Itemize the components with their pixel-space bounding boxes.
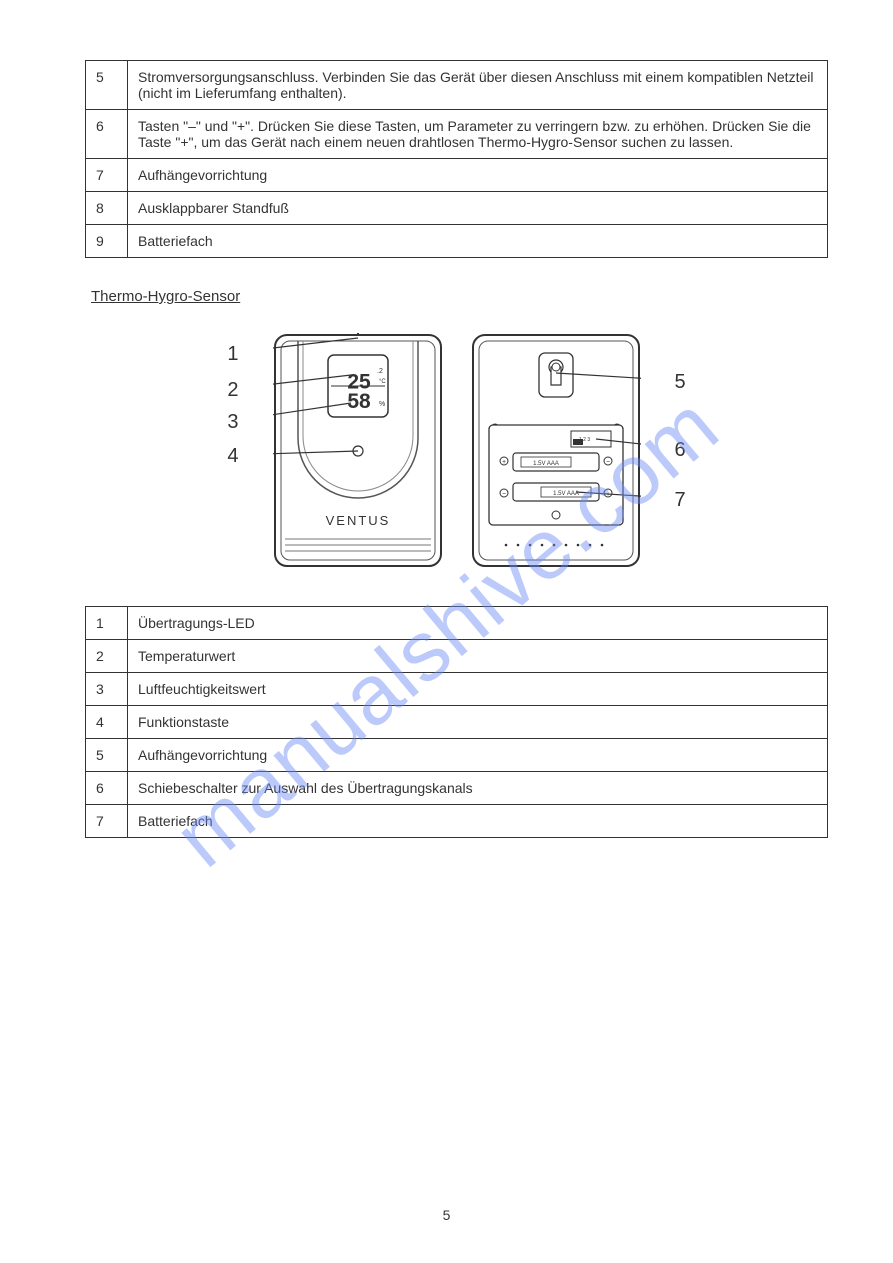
- cell-num: 4: [86, 706, 128, 739]
- table-row: 7 Batteriefach: [86, 805, 828, 838]
- callout-5: 5: [675, 371, 686, 394]
- brand-label: VENTUS: [325, 513, 390, 528]
- cell-desc: Temperaturwert: [128, 640, 828, 673]
- cell-desc: Schiebeschalter zur Auswahl des Übertrag…: [128, 772, 828, 805]
- table-row: 8 Ausklappbarer Standfuß: [86, 192, 828, 225]
- table-row: 1 Übertragungs-LED: [86, 607, 828, 640]
- cell-num: 7: [86, 159, 128, 192]
- sensor-diagram: 1 2 3 4 25 .2 °C 58 % VEN: [85, 323, 828, 578]
- upper-parts-table: 5 Stromversorgungsanschluss. Verbinden S…: [85, 60, 828, 258]
- cell-num: 7: [86, 805, 128, 838]
- cell-num: 5: [86, 739, 128, 772]
- table-row: 6 Tasten "–" und "+". Drücken Sie diese …: [86, 110, 828, 159]
- cell-desc: Luftfeuchtigkeitswert: [128, 673, 828, 706]
- cell-num: 6: [86, 772, 128, 805]
- svg-text:1.5V AAA: 1.5V AAA: [533, 461, 559, 467]
- callout-2: 2: [227, 379, 238, 402]
- cell-desc: Übertragungs-LED: [128, 607, 828, 640]
- table-row: 5 Aufhängevorrichtung: [86, 739, 828, 772]
- table-row: 7 Aufhängevorrichtung: [86, 159, 828, 192]
- lower-parts-table: 1 Übertragungs-LED 2 Temperaturwert 3 Lu…: [85, 606, 828, 838]
- cell-num: 8: [86, 192, 128, 225]
- sensor-front-view: 25 .2 °C 58 % VENTUS: [273, 333, 443, 568]
- callout-1: 1: [227, 343, 238, 366]
- section-title: Thermo-Hygro-Sensor: [85, 288, 828, 305]
- cell-desc: Tasten "–" und "+". Drücken Sie diese Ta…: [128, 110, 828, 159]
- table-row: 9 Batteriefach: [86, 225, 828, 258]
- svg-text:°C: °C: [379, 379, 386, 385]
- cell-desc: Stromversorgungsanschluss. Verbinden Sie…: [128, 61, 828, 110]
- cell-desc: Funktionstaste: [128, 706, 828, 739]
- cell-num: 2: [86, 640, 128, 673]
- svg-text:1.5V AAA: 1.5V AAA: [553, 491, 579, 497]
- cell-num: 6: [86, 110, 128, 159]
- sensor-back-view: 1 2 3 + − − + 1.5V AAA 1.5V AAA: [471, 333, 641, 568]
- cell-num: 3: [86, 673, 128, 706]
- table-row: 2 Temperaturwert: [86, 640, 828, 673]
- table-row: 3 Luftfeuchtigkeitswert: [86, 673, 828, 706]
- cell-desc: Aufhängevorrichtung: [128, 159, 828, 192]
- page-number: 5: [0, 1207, 893, 1223]
- cell-num: 9: [86, 225, 128, 258]
- cell-num: 5: [86, 61, 128, 110]
- cell-desc: Aufhängevorrichtung: [128, 739, 828, 772]
- svg-text:58: 58: [347, 390, 371, 413]
- cell-desc: Batteriefach: [128, 225, 828, 258]
- callout-3: 3: [227, 411, 238, 434]
- svg-text:+: +: [501, 459, 505, 466]
- table-row: 4 Funktionstaste: [86, 706, 828, 739]
- svg-text:−: −: [605, 459, 609, 466]
- cell-num: 1: [86, 607, 128, 640]
- callout-4: 4: [227, 445, 238, 468]
- svg-text:.2: .2: [377, 368, 383, 375]
- callout-6: 6: [675, 439, 686, 462]
- callout-7: 7: [675, 489, 686, 512]
- svg-text:−: −: [501, 491, 505, 498]
- table-row: 6 Schiebeschalter zur Auswahl des Übertr…: [86, 772, 828, 805]
- svg-text:%: %: [379, 401, 385, 408]
- table-row: 5 Stromversorgungsanschluss. Verbinden S…: [86, 61, 828, 110]
- cell-desc: Ausklappbarer Standfuß: [128, 192, 828, 225]
- cell-desc: Batteriefach: [128, 805, 828, 838]
